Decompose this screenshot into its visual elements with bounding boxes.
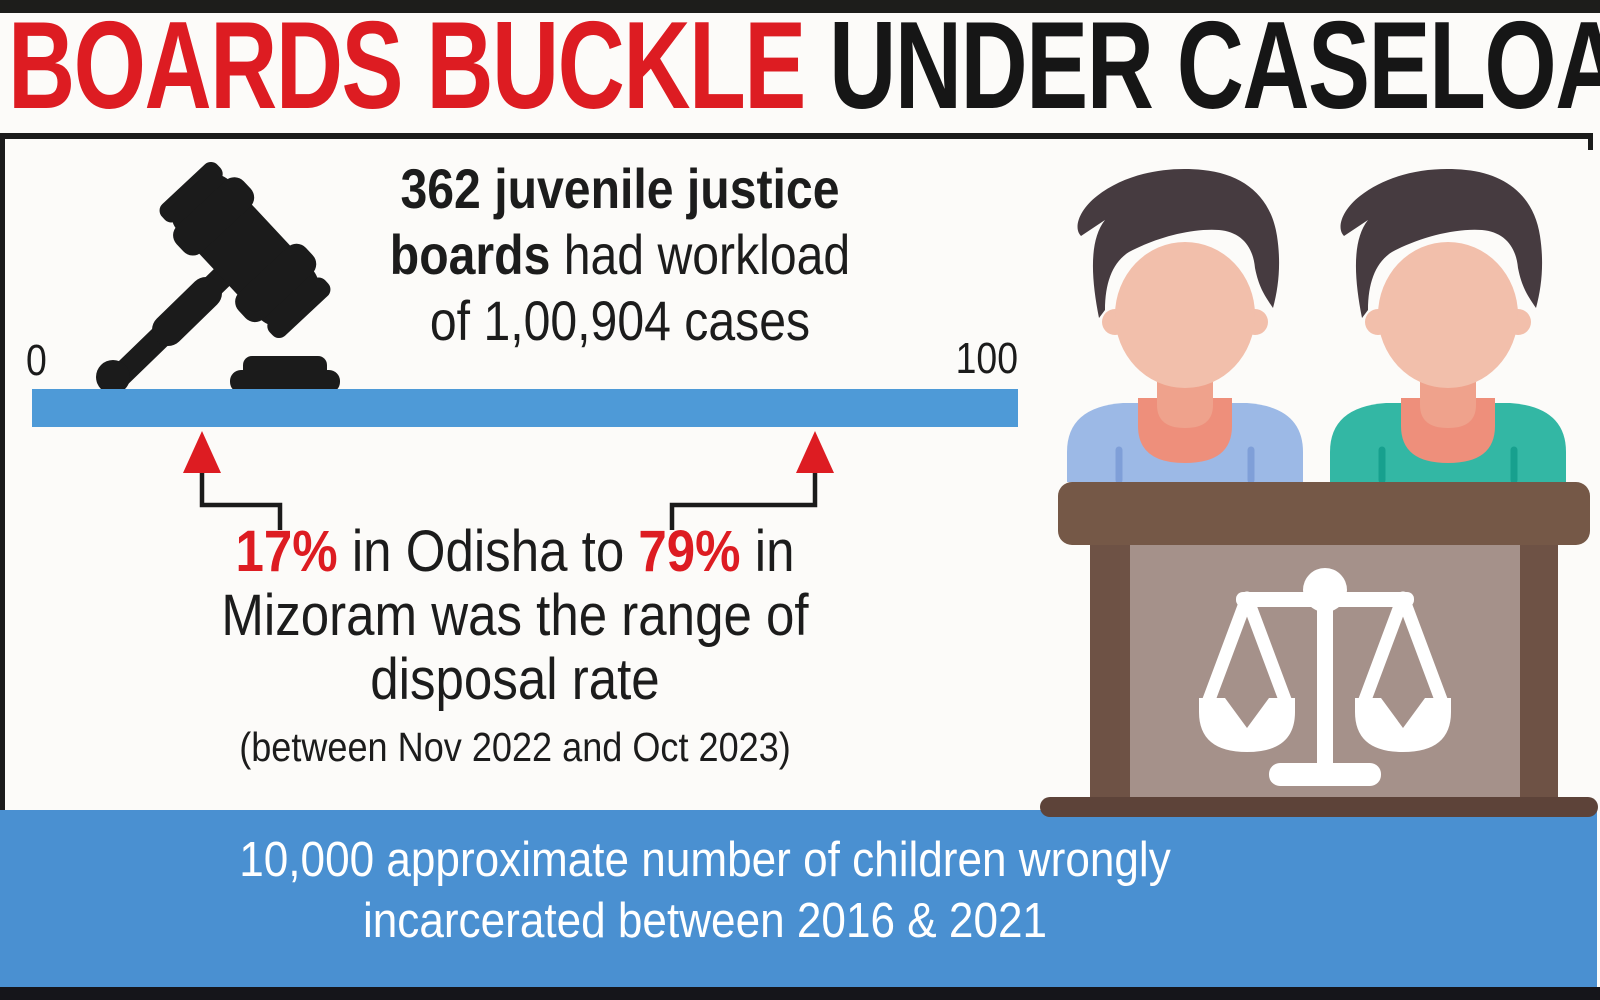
right-marker-connector bbox=[669, 473, 818, 530]
range-note: (between Nov 2022 and Oct 2023) bbox=[239, 724, 791, 770]
stat-headline-line1: 362 juvenile justice bbox=[400, 157, 840, 220]
left-marker-arrow bbox=[183, 431, 221, 473]
judges-bench-illustration bbox=[1040, 169, 1598, 817]
range-text: 17% in Odisha to 79% in Mizoram was the … bbox=[159, 519, 872, 771]
range-line3: disposal rate bbox=[370, 647, 660, 712]
top-black-strip bbox=[0, 0, 1600, 13]
content-box-border bbox=[0, 133, 1593, 816]
scale-min-label: 0 bbox=[26, 336, 47, 385]
bottom-black-strip bbox=[0, 987, 1600, 1000]
left-marker-connector bbox=[199, 473, 283, 530]
range-line1: 17% in Odisha to 79% in bbox=[235, 519, 795, 584]
stat-headline-line3: of 1,00,904 cases bbox=[429, 289, 811, 352]
scale-bar bbox=[32, 389, 1018, 427]
right-marker-arrow bbox=[796, 431, 834, 473]
page-title-highlight: BOARDS BUCKLE bbox=[8, 0, 806, 135]
gavel-icon bbox=[96, 161, 340, 394]
stat-headline-line2: boards had workload bbox=[389, 223, 851, 286]
scales-of-justice-icon bbox=[1199, 568, 1451, 786]
content-box-border-right-stub bbox=[1588, 133, 1593, 150]
scale-max-label: 100 bbox=[955, 334, 1018, 383]
judges-bench bbox=[1040, 482, 1598, 817]
banner-line2: incarcerated between 2016 & 2021 bbox=[362, 894, 1048, 948]
bottom-banner-text: 10,000 approximate number of children wr… bbox=[71, 830, 1340, 952]
marker-arrow-up-icon bbox=[183, 431, 834, 530]
stat-headline: 362 juvenile justice boards had workload… bbox=[371, 156, 870, 354]
banner-line1: 10,000 approximate number of children wr… bbox=[239, 833, 1171, 887]
page-title-rest: UNDER CASELOAD bbox=[804, 0, 1600, 135]
range-line2: Mizoram was the range of bbox=[221, 583, 809, 648]
judge-left bbox=[1067, 169, 1303, 484]
bottom-banner bbox=[0, 810, 1597, 987]
page-title: BOARDS BUCKLE UNDER CASELOAD bbox=[8, 4, 1600, 128]
judge-right bbox=[1330, 169, 1566, 484]
